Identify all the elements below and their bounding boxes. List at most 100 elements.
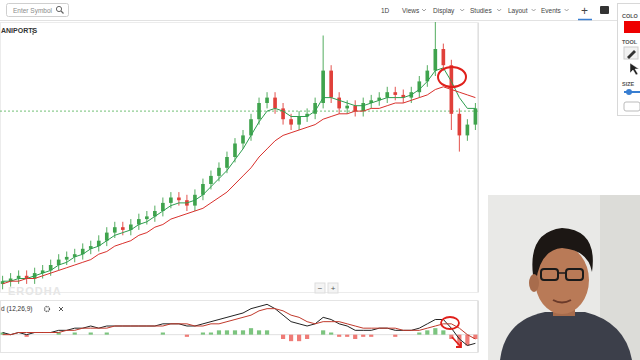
candle-body	[265, 98, 269, 103]
candle-body	[345, 106, 349, 109]
panel-label: TOOL	[622, 39, 638, 45]
webcam-background	[488, 195, 640, 360]
glasses-bridge	[558, 272, 566, 274]
toolbar-item[interactable]: +	[581, 4, 588, 18]
histogram-bar	[313, 334, 317, 335]
histogram-bar	[321, 330, 325, 334]
histogram-bar	[49, 334, 53, 335]
histogram-bar	[425, 330, 429, 334]
toolbar-item[interactable]: Studies	[470, 7, 492, 14]
pencil-icon	[627, 50, 636, 59]
histogram-bar	[249, 328, 253, 335]
histogram-bar	[273, 334, 277, 335]
candle-body	[474, 108, 478, 124]
histogram-bar	[433, 328, 437, 335]
histogram-bar	[353, 335, 357, 339]
histogram-bar	[177, 334, 181, 335]
candle-body	[297, 117, 301, 125]
toolbar-border	[0, 20, 640, 21]
histogram-bar	[81, 334, 85, 335]
dropdown-caret	[422, 9, 426, 11]
candle-body	[442, 49, 446, 65]
y-axis	[478, 23, 479, 293]
candle-body	[466, 125, 470, 136]
dropdown-caret	[497, 9, 501, 11]
person-mouth	[553, 300, 571, 303]
panel-label: COLO	[622, 13, 639, 19]
histogram-bar	[257, 330, 261, 334]
price-marks	[0, 22, 478, 289]
line-series	[3, 309, 476, 339]
menu-dot[interactable]	[32, 28, 34, 30]
menu-dot[interactable]	[32, 31, 34, 33]
histogram-bar	[169, 334, 173, 335]
histogram-bar	[145, 334, 149, 335]
histogram-bar	[361, 335, 365, 337]
zoom-button[interactable]	[315, 283, 325, 293]
histogram-bar	[97, 334, 101, 335]
candle-body	[169, 198, 173, 203]
tool-button[interactable]	[624, 47, 638, 59]
histogram-bar	[409, 334, 413, 335]
histogram-bar	[65, 334, 69, 335]
histogram-bar	[369, 335, 373, 337]
zoom-button[interactable]	[328, 283, 338, 293]
y-axis	[478, 301, 479, 353]
candle-body	[329, 71, 333, 98]
histogram-bar	[337, 335, 341, 337]
search-icon-handle	[61, 11, 64, 14]
axis-line	[478, 301, 479, 353]
candle-body	[289, 119, 293, 124]
search-placeholder[interactable]: Enter Symbol	[13, 7, 53, 15]
histogram-bar	[73, 333, 77, 335]
dropdown-caret	[460, 9, 464, 11]
toolbar-item[interactable]: Events	[541, 7, 562, 14]
toolbar-icon[interactable]	[600, 6, 609, 14]
toolbar-item[interactable]: 1D	[381, 7, 390, 14]
histogram-bar	[137, 334, 141, 335]
candle-body	[337, 98, 341, 109]
histogram-bar	[385, 334, 389, 335]
candle-body	[257, 103, 261, 119]
candle-body	[241, 135, 245, 143]
histogram-bar	[41, 334, 45, 335]
histogram-bar	[161, 333, 165, 335]
drawing-panel: COLO TOOL SIZE	[618, 4, 640, 116]
glasses-left	[541, 269, 558, 280]
histogram-bar	[393, 335, 397, 337]
plot-frame	[1, 301, 478, 353]
histogram-bar	[105, 333, 109, 335]
candle-body	[177, 198, 181, 201]
panel-label: SIZE	[622, 81, 635, 87]
chart-title: ANIPORTS	[1, 27, 38, 34]
close-icon[interactable]	[59, 307, 63, 311]
webcam-overlay	[488, 195, 640, 360]
annotation-circle	[441, 317, 459, 329]
candle-body	[434, 49, 438, 71]
candle-body	[281, 108, 285, 119]
background	[0, 0, 640, 360]
candle-body	[458, 114, 462, 136]
glasses-right	[566, 269, 583, 280]
color-swatch[interactable]	[624, 21, 640, 33]
panel-button[interactable]	[624, 102, 640, 111]
person-hair	[532, 228, 592, 282]
histogram-bar	[225, 330, 229, 334]
search-box[interactable]	[7, 4, 69, 17]
histogram-bar	[305, 335, 309, 339]
candle-body	[209, 176, 213, 184]
zoom-label[interactable]: +	[331, 284, 336, 293]
toolbar-item[interactable]: Views	[402, 7, 420, 14]
settings-icon[interactable]	[45, 307, 50, 312]
screen: Enter Symbol 1D Views Display Studies Layout E…	[0, 0, 640, 360]
toolbar-item[interactable]: Display	[433, 7, 455, 15]
slider-handle[interactable]	[626, 89, 632, 95]
menu-dot[interactable]	[32, 33, 34, 35]
histogram-bar	[329, 333, 333, 335]
axis-line	[478, 23, 479, 293]
dropdown-caret	[565, 9, 569, 11]
toolbar-item[interactable]: Layout	[508, 7, 528, 15]
annotations	[438, 67, 466, 347]
zoom-label[interactable]: −	[318, 284, 323, 293]
line-series	[3, 87, 476, 284]
